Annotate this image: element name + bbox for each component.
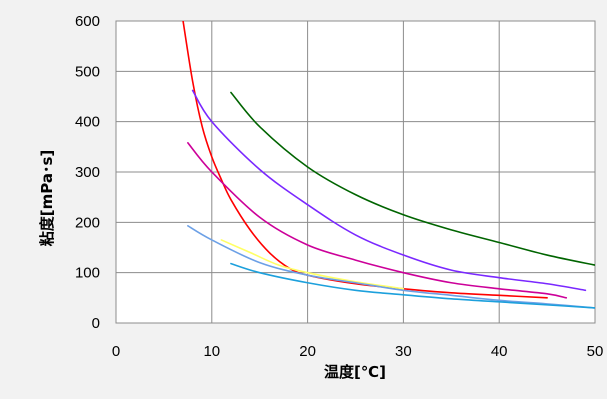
x-axis-title: 温度[℃] xyxy=(324,363,386,381)
x-tick-label: 50 xyxy=(587,343,604,360)
series-lines xyxy=(182,21,595,309)
series-line-5 xyxy=(220,239,405,290)
x-tick-label: 0 xyxy=(112,343,120,360)
series-line-2 xyxy=(230,91,595,266)
series-line-1 xyxy=(182,21,548,299)
y-tick-label: 200 xyxy=(75,214,100,231)
y-tick-label: 600 xyxy=(75,13,100,30)
x-tick-label: 30 xyxy=(395,343,412,360)
tick-labels: 0 100 200 300 400 500 600 0 10 20 30 40 50 xyxy=(75,13,603,360)
x-tick-label: 10 xyxy=(203,343,220,360)
series-line-6 xyxy=(187,225,595,309)
series-line-4 xyxy=(187,142,568,299)
y-axis-title: 粘度[mPa･s] xyxy=(38,150,56,246)
x-tick-label: 20 xyxy=(299,343,316,360)
x-tick-label: 40 xyxy=(491,343,508,360)
y-tick-label: 300 xyxy=(75,164,100,181)
y-tick-label: 0 xyxy=(92,315,100,332)
series-line-3 xyxy=(191,89,587,292)
y-tick-label: 400 xyxy=(75,114,100,131)
y-tick-label: 100 xyxy=(75,265,100,282)
plot-border xyxy=(115,20,596,324)
series-line-7 xyxy=(230,262,595,309)
y-tick-label: 500 xyxy=(75,63,100,80)
